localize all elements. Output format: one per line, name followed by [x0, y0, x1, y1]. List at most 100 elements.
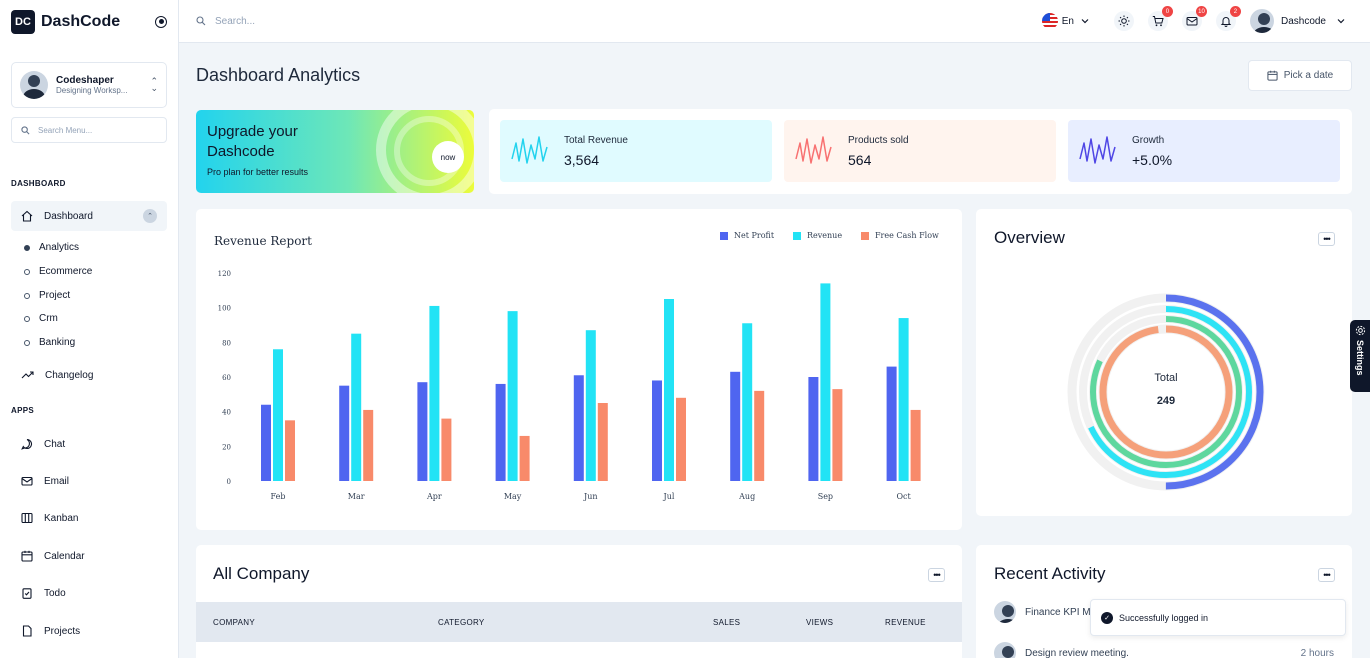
bar-free-cash-flow — [754, 390, 765, 481]
bullet-icon — [24, 339, 30, 346]
sidebar-subitem-label: Crm — [39, 313, 58, 324]
bar-net-profit — [261, 404, 271, 481]
theme-toggle-button[interactable] — [1113, 11, 1134, 31]
sidebar-item-label: Email — [44, 475, 70, 487]
total-label: Total — [1154, 372, 1178, 384]
calendar-icon — [1267, 70, 1278, 81]
sidebar-subitem-ecommerce[interactable]: Ecommerce — [24, 266, 92, 277]
menu-search-placeholder: Search Menu... — [38, 125, 93, 135]
wave-line — [795, 136, 832, 164]
settings-tab-label: Settings — [1355, 340, 1365, 376]
x-tick-label: Aug — [738, 492, 755, 501]
user-name[interactable]: Dashcode — [1280, 15, 1326, 27]
legend-label: Revenue — [807, 231, 843, 240]
sidebar-item-chat[interactable]: Chat — [11, 429, 167, 459]
toast-notification[interactable]: ✓ Successfully logged in — [1090, 599, 1346, 636]
stats-card: Total Revenue 3,564 Products sold 564 Gr… — [489, 109, 1352, 194]
pick-date-button[interactable]: Pick a date — [1248, 60, 1352, 91]
chevron-down-icon — [1081, 19, 1089, 24]
bullet-icon — [24, 244, 30, 251]
mail-button[interactable]: 10 — [1181, 6, 1207, 31]
chevron-up-icon[interactable]: ⌃ — [143, 209, 157, 223]
bar-net-profit — [730, 371, 741, 481]
settings-drawer-tab[interactable]: Settings — [1350, 320, 1370, 392]
legend-net-profit[interactable]: Net Profit — [720, 231, 774, 240]
sidebar-subitem-banking[interactable]: Banking — [24, 337, 75, 348]
top-header: Search... En 0 10 2 Dashcode — [179, 0, 1370, 43]
mail-icon — [1186, 17, 1198, 26]
bar-free-cash-flow — [832, 389, 843, 481]
stat-value: +5.0% — [1132, 151, 1173, 168]
x-tick-label: Apr — [426, 492, 442, 501]
sidebar-subitem-crm[interactable]: Crm — [24, 313, 58, 324]
bar-revenue — [429, 305, 440, 481]
logo-icon[interactable]: DC — [11, 9, 35, 34]
mail-icon — [21, 476, 33, 486]
upgrade-now-button[interactable]: now — [432, 141, 464, 173]
upgrade-card: Upgrade your Dashcode Pro plan for bette… — [196, 110, 474, 193]
sidebar-item-kanban[interactable]: Kanban — [11, 503, 167, 533]
table-header: COMPANY CATEGORY SALES VIEWS REVENUE — [196, 602, 962, 642]
sidebar-item-label: Changelog — [45, 369, 94, 381]
sidebar-subitem-analytics[interactable]: Analytics — [24, 242, 79, 253]
sidebar-item-dashboard[interactable]: Dashboard ⌃ — [11, 201, 167, 231]
column-header-views[interactable]: VIEWS — [806, 618, 834, 627]
bar-revenue — [742, 323, 753, 481]
sidebar-item-changelog[interactable]: Changelog — [11, 360, 167, 390]
bar-revenue — [585, 330, 596, 481]
chevron-down-icon[interactable] — [1336, 16, 1346, 26]
column-header-category[interactable]: CATEGORY — [438, 618, 485, 627]
notification-button[interactable]: 2 — [1215, 6, 1241, 31]
home-icon — [21, 210, 33, 222]
column-header-revenue[interactable]: REVENUE — [885, 618, 926, 627]
sidebar-item-calendar[interactable]: Calendar — [11, 541, 167, 571]
y-tick-label: 100 — [218, 305, 231, 313]
bar-free-cash-flow — [519, 435, 530, 481]
global-search-input[interactable]: Search... — [196, 16, 255, 27]
wave-line — [511, 136, 548, 164]
list-item[interactable]: Finance KPI M — [994, 601, 1091, 623]
sidebar-item-label: Calendar — [44, 550, 85, 562]
page-title: Dashboard Analytics — [196, 65, 361, 85]
revenue-report-card: Revenue Report Net Profit Revenue Free C… — [196, 209, 962, 530]
profile-subtitle: Designing Worksp... — [56, 86, 128, 95]
recent-activity-title: Recent Activity — [994, 564, 1106, 583]
bar-revenue — [820, 283, 831, 481]
sidebar-toggle-icon[interactable] — [155, 15, 167, 28]
bar-net-profit — [652, 380, 662, 481]
bullet-icon — [24, 315, 30, 322]
wave-icon — [795, 136, 832, 164]
language-selector[interactable]: En — [1041, 13, 1090, 29]
x-tick-label: Mar — [348, 492, 365, 501]
radial-ring — [1068, 294, 1264, 490]
column-header-company[interactable]: COMPANY — [213, 618, 255, 627]
column-header-sales[interactable]: SALES — [713, 618, 741, 627]
bullet-icon — [24, 268, 30, 275]
bar-revenue — [351, 333, 362, 481]
legend-free-cash-flow[interactable]: Free Cash Flow — [861, 231, 939, 240]
upgrade-title: Upgrade your Dashcode — [207, 123, 298, 160]
sidebar-item-projects[interactable]: Projects — [11, 616, 167, 646]
workspace-switcher[interactable]: Codeshaper Designing Worksp... ⌃ ⌄ — [11, 62, 167, 108]
legend-revenue[interactable]: Revenue — [793, 231, 842, 240]
sidebar-subitem-project[interactable]: Project — [24, 290, 70, 301]
activity-text: Finance KPI M — [1025, 606, 1091, 618]
language-label: En — [1061, 15, 1074, 27]
more-options-button[interactable]: ••• — [1318, 568, 1335, 582]
check-circle-icon: ✓ — [1101, 611, 1113, 624]
more-options-button[interactable]: ••• — [1318, 232, 1335, 246]
menu-search-input[interactable]: Search Menu... — [11, 117, 167, 143]
bar-revenue — [664, 299, 674, 481]
sidebar-item-email[interactable]: Email — [11, 466, 167, 496]
mail-badge: 10 — [1195, 6, 1207, 17]
gear-icon — [1355, 325, 1365, 336]
user-avatar[interactable] — [1249, 9, 1274, 33]
sidebar-item-todo[interactable]: Todo — [11, 578, 167, 608]
stat-growth: Growth +5.0% — [1068, 120, 1340, 182]
kanban-icon — [21, 512, 33, 524]
more-options-button[interactable]: ••• — [928, 568, 945, 582]
us-flag-icon — [1041, 13, 1058, 29]
app-name[interactable]: DashCode — [41, 12, 121, 30]
cart-button[interactable]: 0 — [1147, 6, 1173, 31]
list-item[interactable]: Design review meeting. 2 hours — [994, 642, 1334, 658]
